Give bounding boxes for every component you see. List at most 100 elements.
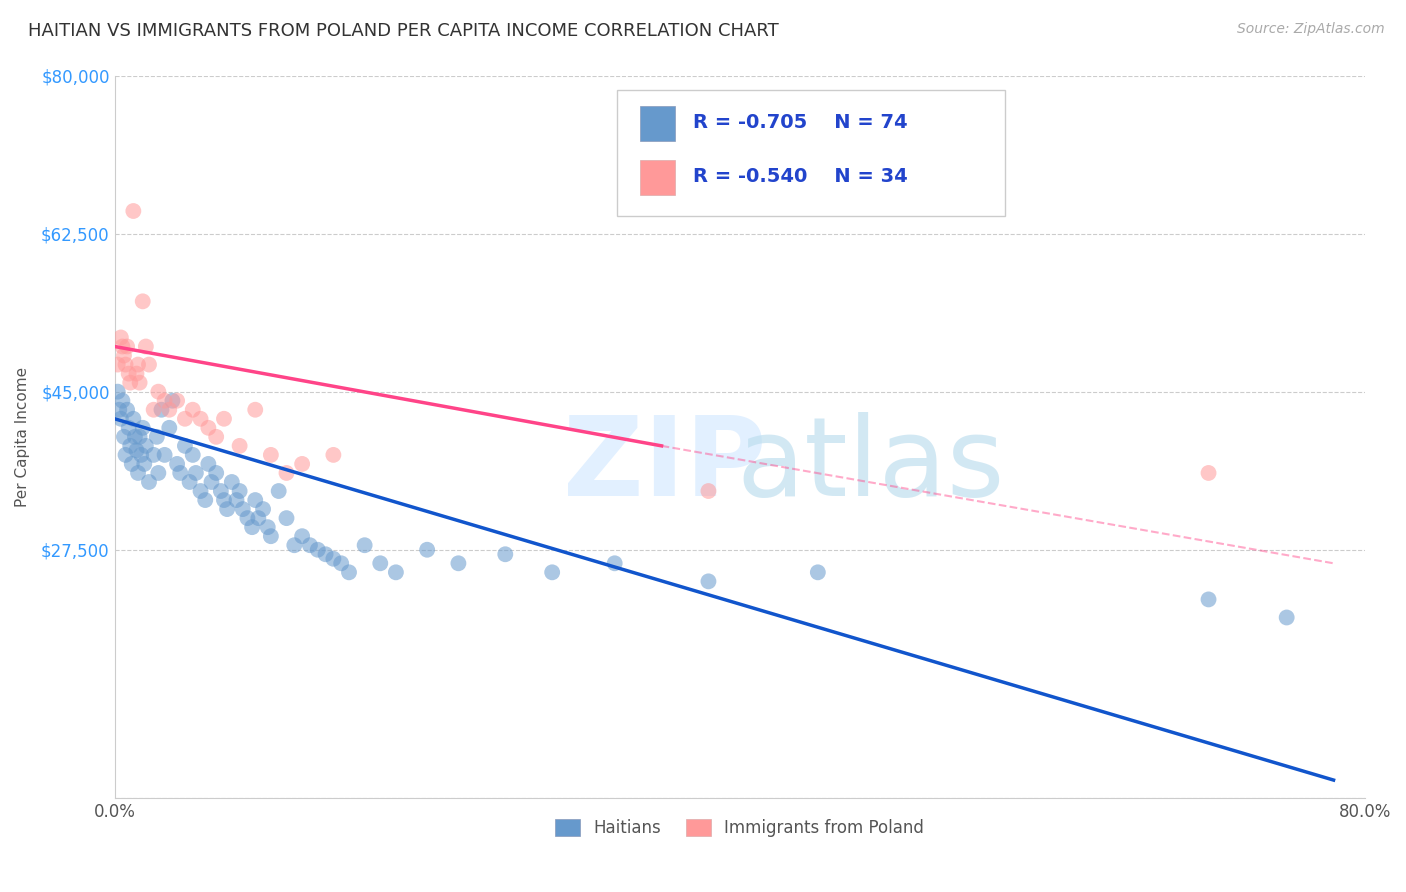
Point [169,466,191,480]
Point [120,376,142,390]
Point [276,466,298,480]
Y-axis label: Per Capita Income: Per Capita Income [15,367,30,507]
Point [153,448,176,462]
Point [283,538,305,552]
Point [240,520,263,534]
Point [256,520,278,534]
Point [245,493,267,508]
Point [110,330,132,344]
Point [330,556,353,570]
Point [120,439,142,453]
Point [157,402,180,417]
Point [603,556,626,570]
FancyBboxPatch shape [640,106,675,141]
Point [118,367,141,381]
Point [115,402,138,417]
Point [114,358,136,372]
Point [142,402,165,417]
Text: atlas: atlas [737,412,1005,519]
Point [122,204,145,219]
Point [127,358,149,372]
Point [138,358,160,372]
Point [1198,592,1220,607]
Text: Source: ZipAtlas.com: Source: ZipAtlas.com [1237,22,1385,37]
Point [190,411,212,425]
Point [494,547,516,561]
Point [128,376,150,390]
Point [112,430,135,444]
Point [150,402,173,417]
Point [307,542,329,557]
Point [697,483,720,498]
Point [322,551,344,566]
Point [228,483,250,498]
Point [236,511,259,525]
Point [135,439,157,453]
Point [135,339,157,353]
FancyBboxPatch shape [640,160,675,194]
Point [129,448,152,462]
Point [416,542,439,557]
Point [337,566,360,580]
Point [157,421,180,435]
Text: HAITIAN VS IMMIGRANTS FROM POLAND PER CAPITA INCOME CORRELATION CHART: HAITIAN VS IMMIGRANTS FROM POLAND PER CA… [28,22,779,40]
Point [385,566,408,580]
Point [128,430,150,444]
Point [148,384,170,399]
Point [197,421,219,435]
Point [146,430,169,444]
Point [125,443,148,458]
Point [111,393,134,408]
Point [260,448,283,462]
Point [205,430,228,444]
Point [162,393,184,408]
Point [142,448,165,462]
Point [447,556,470,570]
Point [276,511,298,525]
Point [252,502,274,516]
Text: ZIP: ZIP [562,412,766,519]
Point [132,421,155,435]
Point [194,493,217,508]
Point [221,475,243,489]
Point [107,384,129,399]
Point [322,448,344,462]
Point [174,439,197,453]
Point [368,556,391,570]
Point [166,457,188,471]
Point [115,339,138,353]
Point [217,502,239,516]
Point [122,411,145,425]
Point [179,475,201,489]
Point [127,466,149,480]
Point [291,457,314,471]
Point [184,466,207,480]
Point [153,393,176,408]
Point [247,511,270,525]
Point [118,421,141,435]
Point [112,349,135,363]
Point [541,566,564,580]
Point [807,566,830,580]
Point [267,483,290,498]
Point [111,339,134,353]
Point [353,538,375,552]
Point [107,358,129,372]
Point [181,448,204,462]
FancyBboxPatch shape [617,90,1005,217]
Point [260,529,283,543]
Point [174,411,197,425]
Point [1198,466,1220,480]
Legend: Haitians, Immigrants from Poland: Haitians, Immigrants from Poland [548,813,931,844]
Point [212,493,235,508]
Point [114,448,136,462]
Point [298,538,321,552]
Point [315,547,337,561]
Point [212,411,235,425]
Point [166,393,188,408]
Point [1275,610,1298,624]
Text: R = -0.540    N = 34: R = -0.540 N = 34 [693,167,908,186]
Point [200,475,222,489]
Point [138,475,160,489]
Text: R = -0.705    N = 74: R = -0.705 N = 74 [693,113,908,132]
